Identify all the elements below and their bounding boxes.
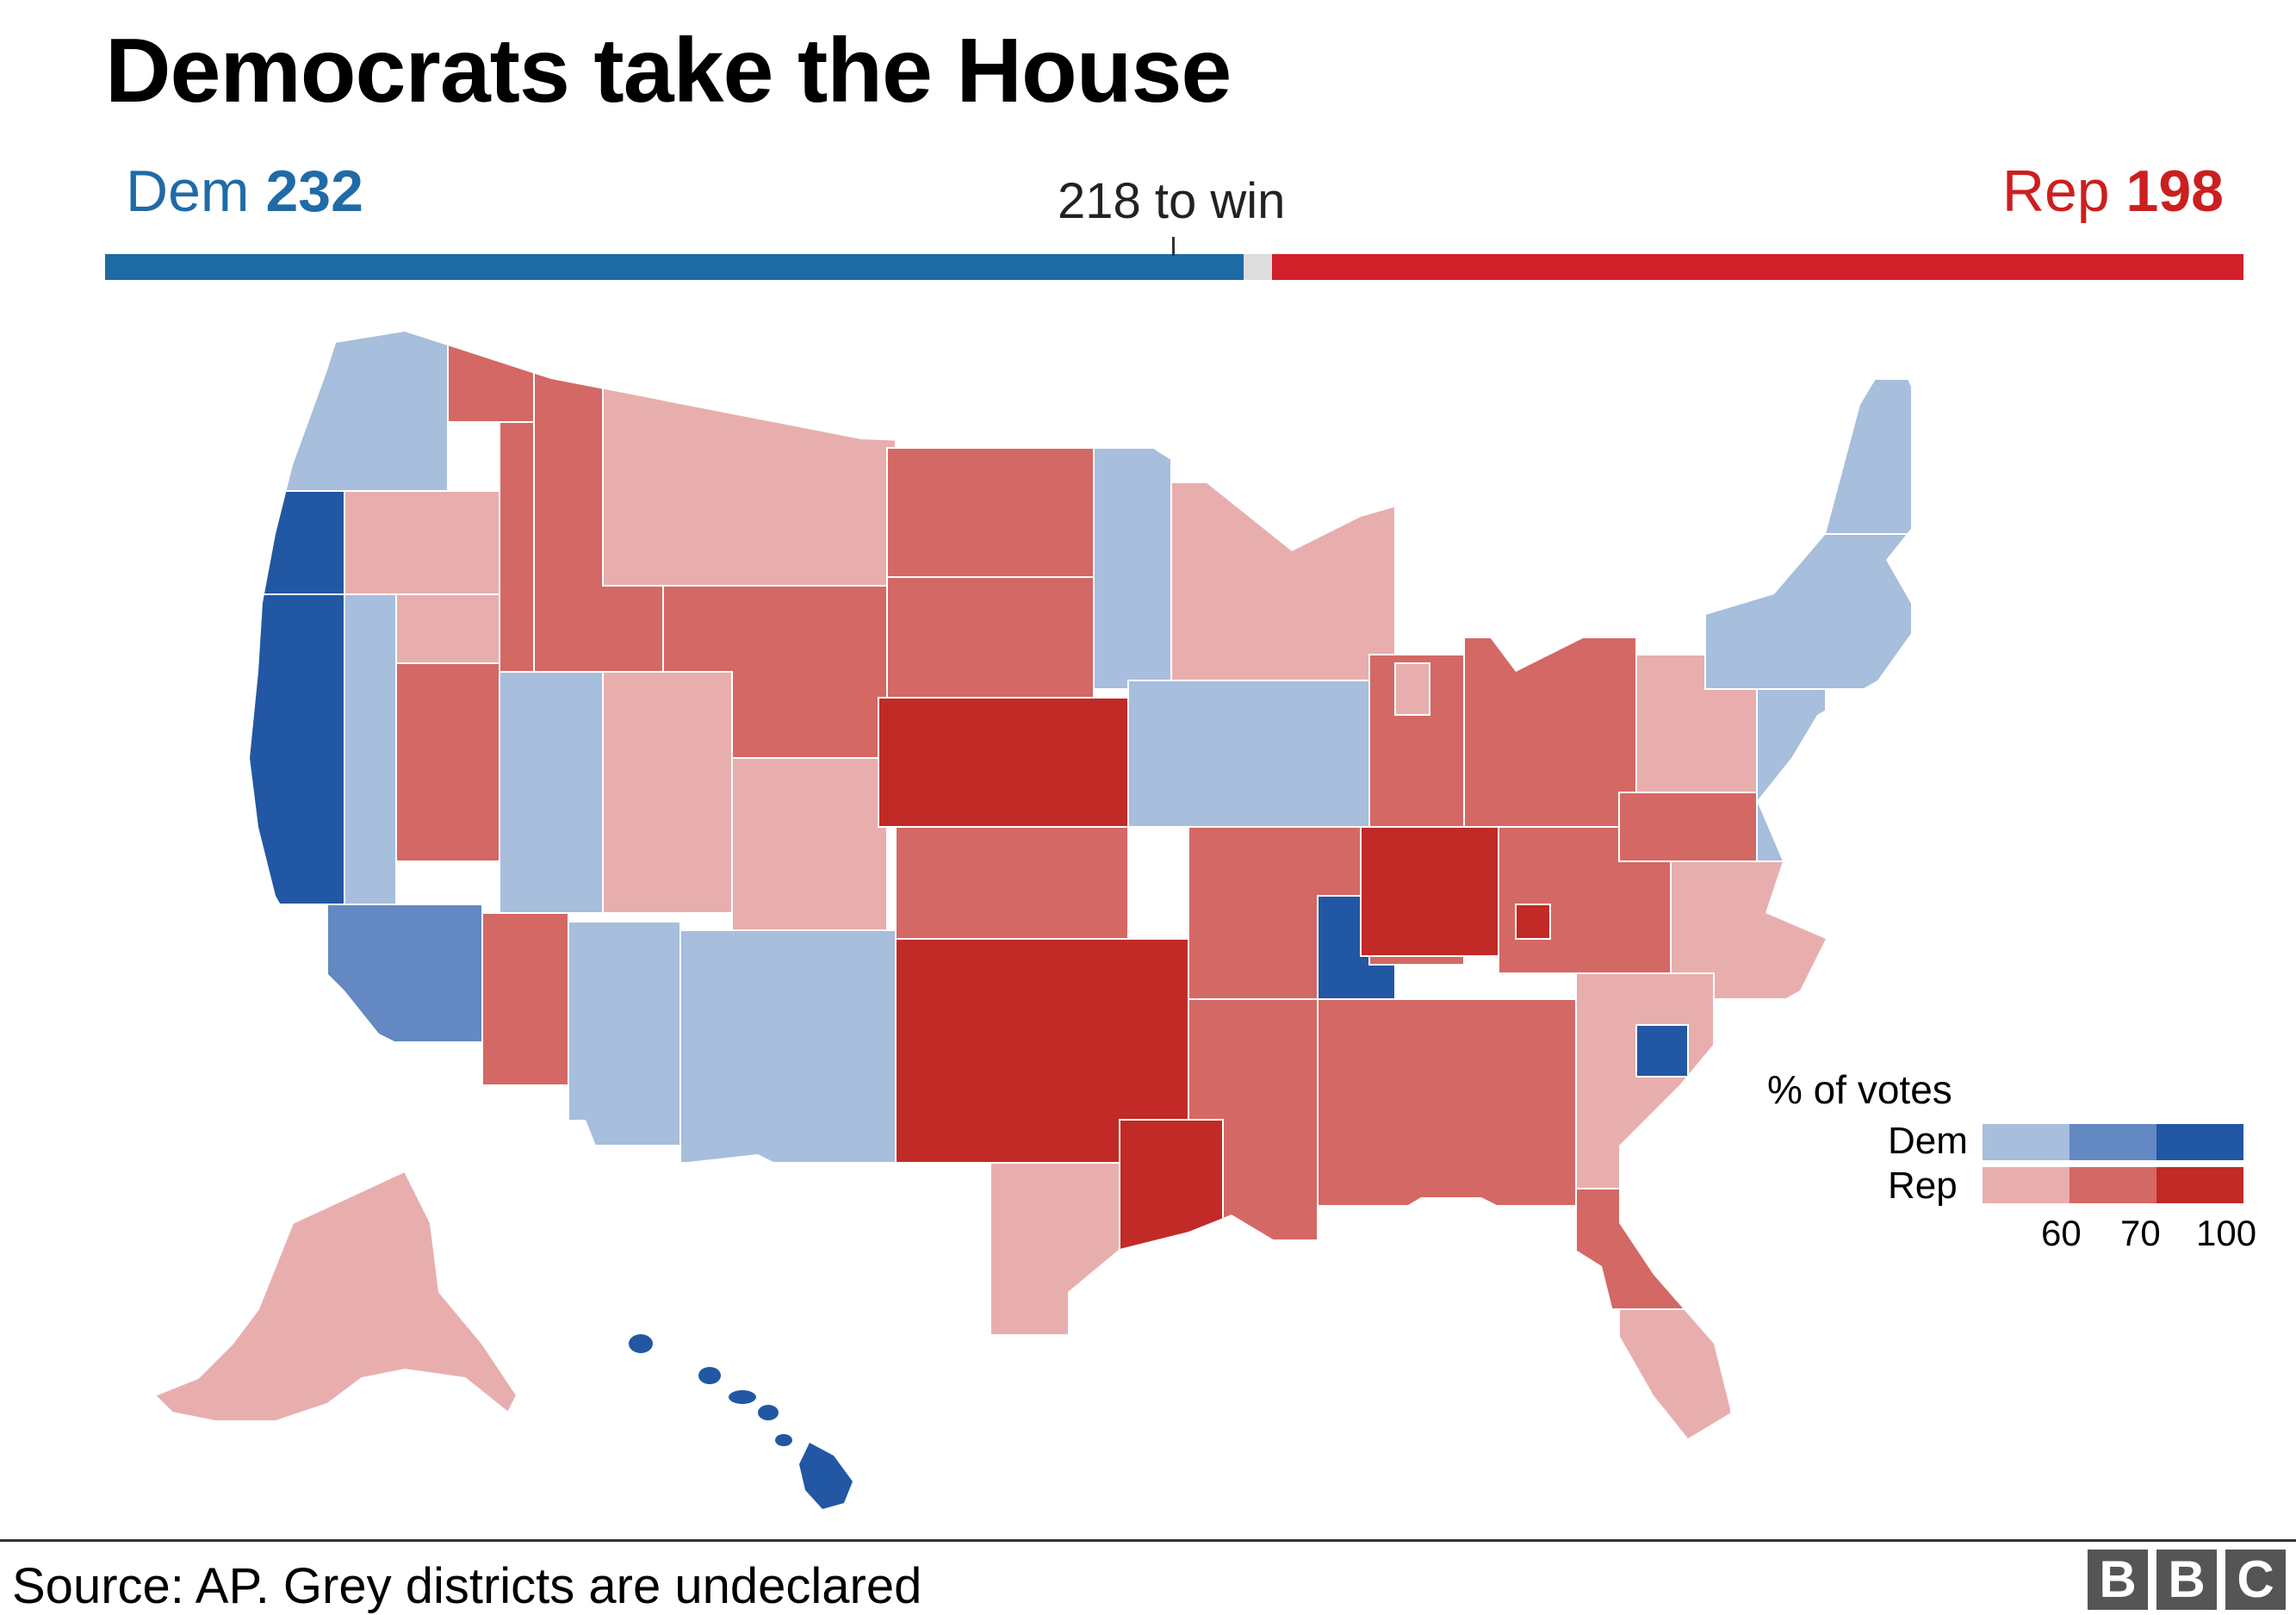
undeclared-seat-bar — [1244, 254, 1272, 280]
chart-title: Democrats take the House — [105, 20, 1232, 121]
threshold-label: 218 to win — [1058, 173, 1286, 229]
rep-seat-bar — [1272, 254, 2243, 280]
rep-seat-count: 198 — [2125, 158, 2224, 224]
threshold-tick — [1172, 237, 1175, 256]
dem-party-name: Dem — [126, 158, 250, 224]
footer-divider — [0, 1539, 2296, 1542]
legend-title: % of votes — [1767, 1067, 1952, 1112]
legend-tick-100: 100 — [2196, 1213, 2257, 1253]
legend-tick-70: 70 — [2120, 1213, 2161, 1253]
legend-rep-swatch-high — [2156, 1167, 2243, 1203]
bbc-logo-c: C — [2225, 1550, 2286, 1610]
dem-seat-count: 232 — [265, 158, 363, 224]
legend-rep-swatch-low — [1983, 1167, 2070, 1203]
legend-tick-60: 60 — [2041, 1213, 2082, 1253]
dem-seat-label: Dem 232 — [126, 159, 363, 224]
dem-seat-bar — [105, 254, 1244, 280]
legend-dem-swatch-high — [2156, 1124, 2243, 1160]
legend-dem-swatch-low — [1983, 1124, 2070, 1160]
legend-dem-label: Dem — [1888, 1120, 1968, 1162]
legend-rep-label: Rep — [1888, 1165, 1958, 1207]
rep-seat-label: Rep 198 — [2002, 159, 2224, 224]
bbc-logo-b2: B — [2156, 1550, 2217, 1610]
legend-rep-swatch-mid — [2070, 1167, 2156, 1203]
legend-dem-swatch-mid — [2070, 1124, 2156, 1160]
rep-party-name: Rep — [2001, 158, 2110, 224]
bbc-logo-b1: B — [2088, 1550, 2148, 1610]
source-note: Source: AP. Grey districts are undeclare… — [12, 1558, 922, 1614]
